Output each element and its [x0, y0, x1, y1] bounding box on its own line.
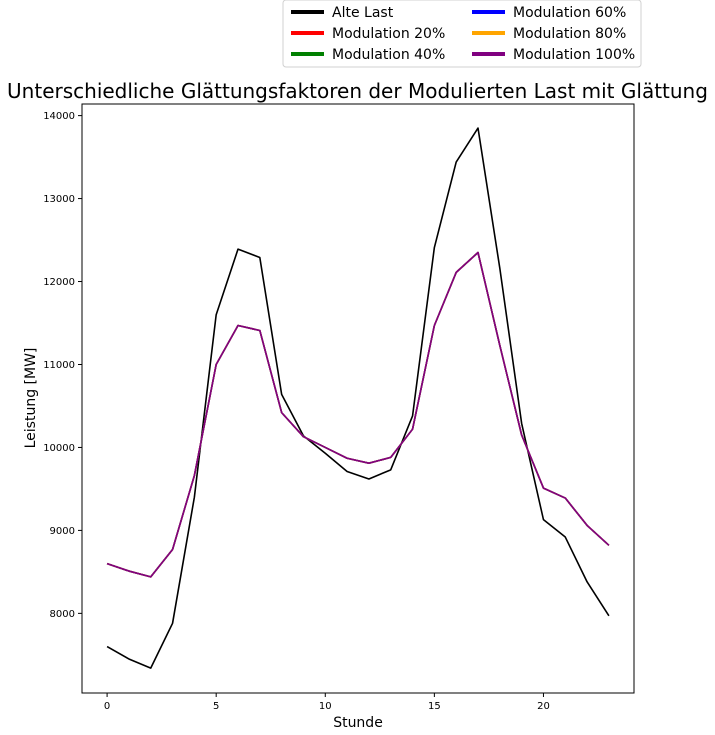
legend-label: Modulation 100% — [513, 47, 635, 63]
series-line-5 — [106, 251, 610, 578]
y-tick-label: 8000 — [50, 609, 75, 620]
y-tick-label: 11000 — [43, 360, 75, 371]
legend-label: Modulation 40% — [332, 47, 445, 63]
y-axis-label: Leistung [MW] — [23, 348, 39, 449]
legend: Alte Last Modulation 20% Modulation 40% Mod… — [291, 5, 635, 63]
y-axis-ticks: 8000 9000 10000 11000 12000 13000 14000 — [43, 111, 82, 620]
plot-lines — [106, 127, 610, 669]
x-tick-label: 10 — [319, 701, 332, 712]
legend-label: Modulation 60% — [513, 5, 626, 21]
plot-frame — [81, 103, 635, 694]
x-tick-label: 20 — [537, 701, 550, 712]
chart-title: Unterschiedliche Glättungsfaktoren der M… — [7, 79, 708, 103]
y-tick-label: 9000 — [50, 526, 75, 537]
x-axis-label: Stunde — [333, 715, 383, 731]
legend-label: Alte Last — [332, 5, 394, 21]
y-tick-label: 10000 — [43, 443, 75, 454]
series-line-4 — [106, 251, 610, 578]
series-line-0 — [106, 127, 610, 669]
y-tick-label: 12000 — [43, 277, 75, 288]
legend-label: Modulation 80% — [513, 26, 626, 42]
legend-label: Modulation 20% — [332, 26, 445, 42]
y-tick-label: 14000 — [43, 111, 75, 122]
x-axis-ticks: 0 5 10 15 20 — [104, 693, 550, 712]
series-line-2 — [106, 251, 610, 578]
x-tick-label: 5 — [213, 701, 219, 712]
series-line-3 — [106, 251, 610, 578]
x-tick-label: 0 — [104, 701, 110, 712]
series-line-1 — [106, 251, 610, 578]
legend-box — [282, 0, 642, 68]
x-tick-label: 15 — [428, 701, 441, 712]
y-tick-label: 13000 — [43, 194, 75, 205]
